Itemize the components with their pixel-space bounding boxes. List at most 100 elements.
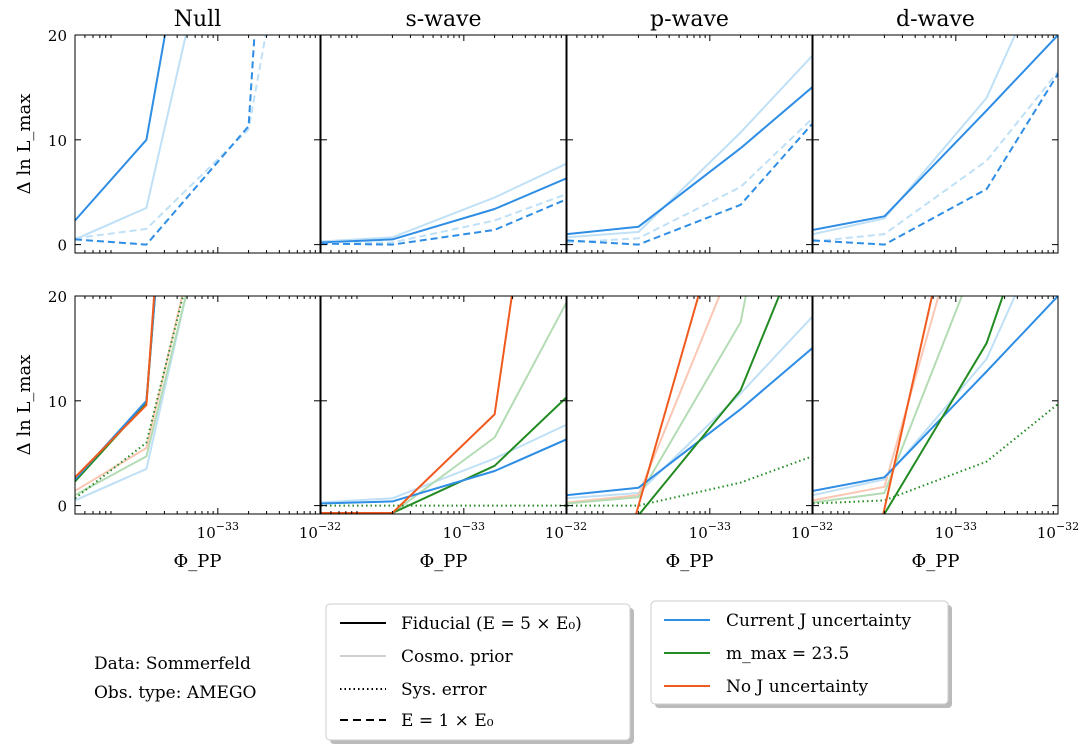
panel-bottom-3: 10−33 10−32 Φ_PP	[812, 295, 1079, 572]
series-line-solid	[75, 296, 156, 483]
series-line-solid	[321, 177, 566, 244]
series-line-solid	[883, 296, 1004, 514]
x-tick-label: 10−32	[1037, 520, 1079, 542]
series-line-solid	[321, 438, 566, 505]
series-line-dashed	[75, 35, 256, 246]
series-line-solid	[321, 302, 566, 514]
series-line-solid	[813, 296, 963, 504]
x-tick-label: 10−32	[545, 520, 587, 542]
axes-frame	[320, 295, 567, 515]
legend-box	[650, 600, 949, 705]
x-axis-label: Φ_PP	[420, 551, 468, 572]
series-line-dashed	[813, 73, 1058, 246]
series-group	[813, 296, 1058, 514]
series-line-solid	[567, 347, 812, 497]
series-line-solid	[813, 296, 1058, 492]
series-line-solid	[882, 296, 934, 514]
legend-label-fiducial: Fiducial (E = 5 × E₀)	[401, 614, 582, 634]
axes-frame	[320, 34, 567, 254]
series-line-dashed	[813, 71, 1058, 243]
series-group	[813, 35, 1058, 246]
axes-frame	[74, 295, 321, 515]
series-line-solid	[321, 296, 513, 514]
y-axis-label: Δ ln L_max	[14, 94, 35, 195]
x-tick-label: 10−33	[935, 520, 977, 542]
series-line-dotted	[813, 403, 1058, 505]
series-line-solid	[75, 296, 187, 502]
series-line-solid	[638, 296, 781, 514]
x-tick-label: 10−33	[197, 520, 239, 542]
series-line-solid	[75, 296, 156, 479]
panels-group: 0 10 20 Null Δ ln L_max s-wave p-wave d-wave 10−…	[14, 7, 1079, 572]
obs-type-text: Obs. type: AMEGO	[94, 683, 256, 703]
series-line-dashed	[75, 35, 267, 240]
x-axis-label: Φ_PP	[912, 551, 960, 572]
y-tick-label: 10	[48, 393, 67, 411]
series-line-solid	[75, 35, 166, 222]
series-line-solid	[567, 55, 812, 239]
legend-label-cosmo-prior: Cosmo. prior	[401, 647, 514, 667]
x-axis-label: Φ_PP	[666, 551, 714, 572]
series-line-solid	[813, 296, 940, 502]
y-tick-label: 20	[48, 27, 67, 45]
series-group	[75, 35, 267, 246]
legend-label-sys-error: Sys. error	[401, 680, 487, 700]
panel-title: s-wave	[405, 7, 481, 32]
series-line-solid	[635, 296, 700, 514]
series-line-dotted	[75, 296, 185, 500]
x-tick-label: 10−33	[443, 520, 485, 542]
axes-frame	[566, 34, 813, 254]
series-line-solid	[813, 35, 1058, 231]
panel-title: p-wave	[650, 7, 729, 32]
y-tick-label: 0	[57, 498, 67, 516]
panel-top-2: p-wave	[566, 7, 813, 254]
axes-frame	[812, 295, 1059, 515]
panel-top-3: d-wave	[812, 7, 1059, 254]
y-tick-label: 10	[48, 132, 67, 150]
y-tick-label: 20	[48, 288, 67, 306]
series-line-solid	[567, 86, 812, 236]
series-line-solid	[321, 162, 566, 243]
legend-colors: Current J uncertainty m_max = 23.5 No J …	[650, 600, 952, 708]
series-line-solid	[813, 35, 1017, 236]
series-line-dashed	[321, 198, 566, 246]
data-source-text: Data: Sommerfeld	[94, 654, 251, 674]
panel-title: Null	[174, 7, 222, 32]
x-axis-label: Φ_PP	[174, 551, 222, 572]
x-tick-label: 10−32	[791, 520, 833, 542]
series-group	[321, 296, 566, 514]
panel-top-0: 0 10 20 Null Δ ln L_max	[14, 7, 321, 255]
series-line-solid	[567, 296, 721, 504]
x-tick-label: 10−32	[299, 520, 341, 542]
series-line-dashed	[321, 193, 566, 245]
series-line-dashed	[567, 118, 812, 244]
panel-top-1: s-wave	[320, 7, 567, 254]
panel-title: d-wave	[896, 7, 975, 32]
series-line-solid	[75, 296, 184, 492]
y-tick-label: 0	[57, 237, 67, 255]
legend-line-styles: Fiducial (E = 5 × E₀) Cosmo. prior Sys. …	[325, 603, 634, 744]
y-axis-label: Δ ln L_max	[14, 355, 35, 456]
legend-label-no-j: No J uncertainty	[726, 677, 869, 697]
legend-label-e1: E = 1 × E₀	[401, 711, 494, 731]
legend-box	[325, 603, 631, 741]
x-tick-label: 10−33	[689, 520, 731, 542]
axes-frame	[566, 295, 813, 515]
panel-bottom-0: 10−33 10−32 0 10 20 Δ ln L_max Φ_PP	[14, 288, 341, 572]
legend-label-current-j: Current J uncertainty	[726, 611, 911, 631]
series-line-solid	[567, 316, 812, 500]
series-group	[321, 162, 566, 246]
series-group	[567, 296, 812, 514]
legend-label-m-max: m_max = 23.5	[726, 644, 849, 664]
axes-frame	[74, 34, 321, 254]
series-line-dashed	[567, 123, 812, 246]
axes-frame	[812, 34, 1059, 254]
series-line-solid	[567, 296, 747, 505]
panel-bottom-1: 10−33 10−32 Φ_PP	[320, 295, 587, 572]
series-line-solid	[75, 296, 187, 496]
series-line-solid	[813, 296, 1017, 497]
series-line-solid	[75, 296, 156, 481]
series-group	[567, 55, 812, 246]
series-line-solid	[321, 423, 566, 504]
